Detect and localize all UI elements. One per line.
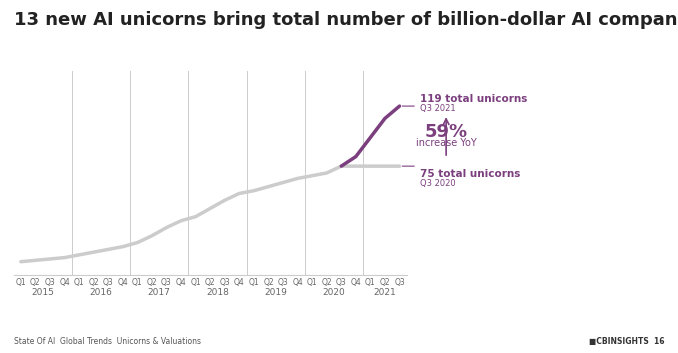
Text: 75 total unicorns: 75 total unicorns — [420, 169, 520, 179]
Text: 2018: 2018 — [206, 288, 229, 297]
Text: State Of AI  Global Trends  Unicorns & Valuations: State Of AI Global Trends Unicorns & Val… — [14, 337, 201, 346]
Text: 13 new AI unicorns bring total number of billion-dollar AI companies to 119: 13 new AI unicorns bring total number of… — [14, 11, 678, 29]
Text: 119 total unicorns: 119 total unicorns — [420, 94, 527, 104]
Text: 2016: 2016 — [89, 288, 113, 297]
Text: increase YoY: increase YoY — [416, 138, 477, 148]
Text: 2021: 2021 — [374, 288, 397, 297]
Text: 2020: 2020 — [323, 288, 345, 297]
Text: ■CBINSIGHTS  16: ■CBINSIGHTS 16 — [589, 337, 664, 346]
Text: Q3 2021: Q3 2021 — [420, 104, 456, 113]
Text: 2019: 2019 — [264, 288, 287, 297]
Text: 2017: 2017 — [148, 288, 171, 297]
Text: Q3 2020: Q3 2020 — [420, 179, 456, 189]
Text: 59%: 59% — [424, 123, 468, 141]
Text: 2015: 2015 — [31, 288, 54, 297]
